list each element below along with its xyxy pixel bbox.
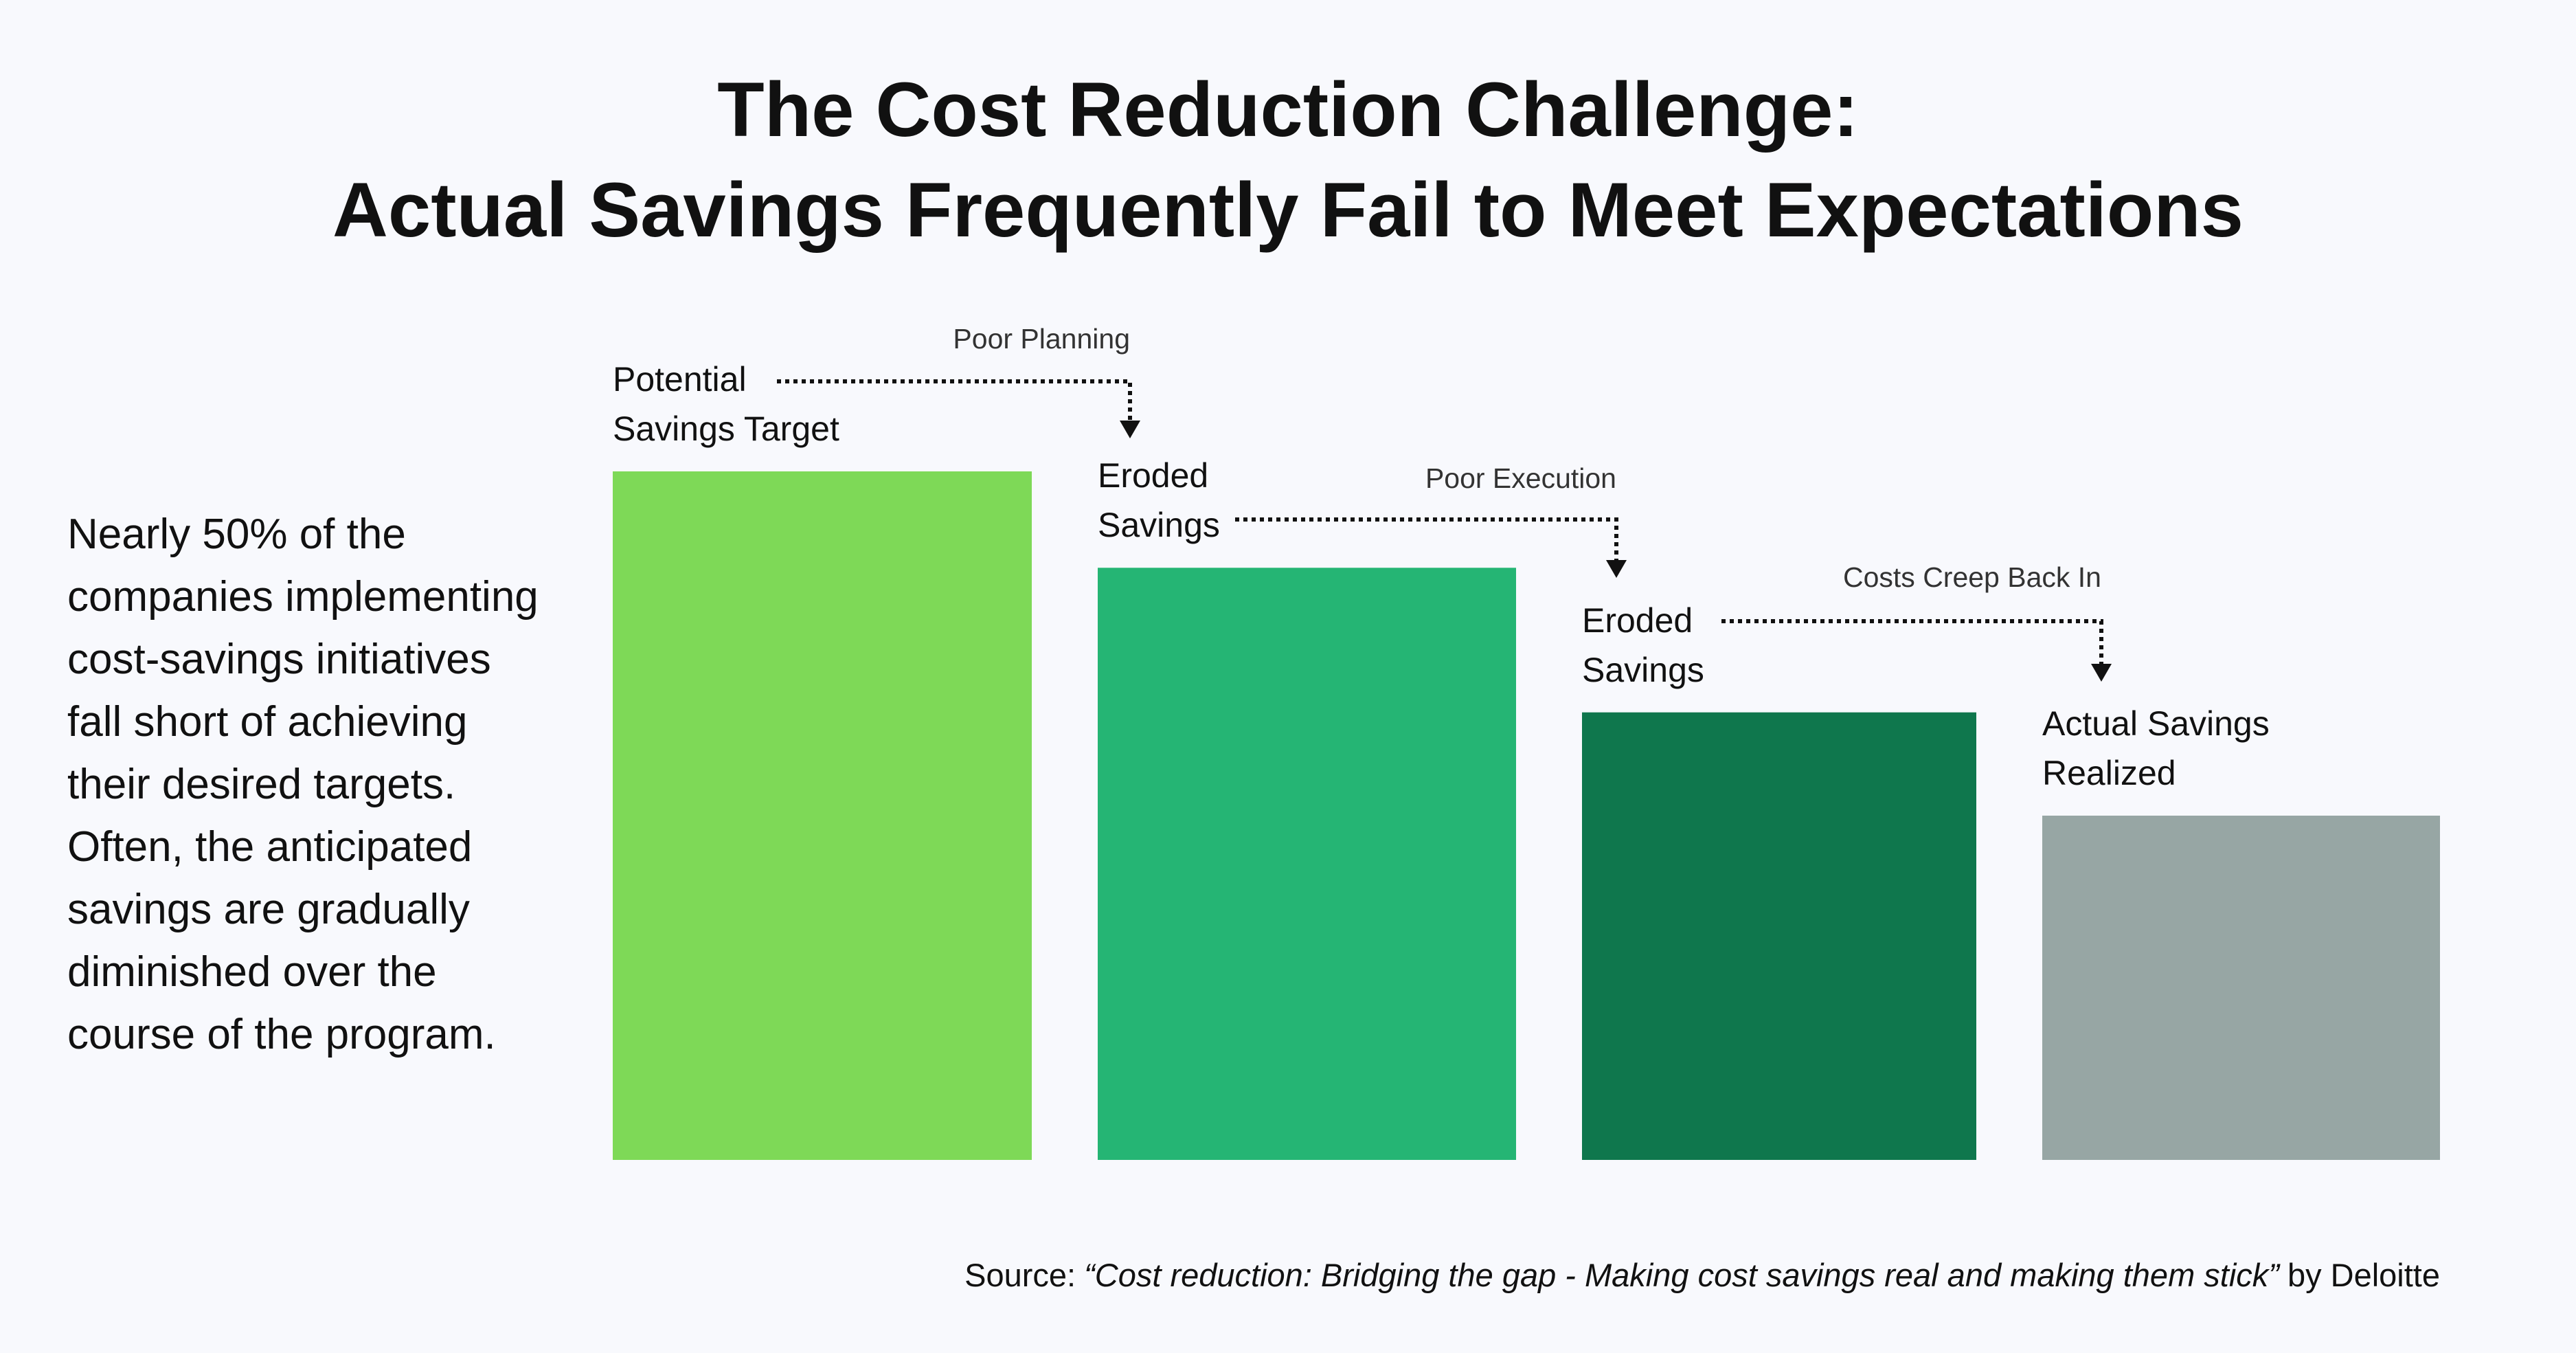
arrowhead — [1120, 421, 1140, 438]
source: Source: “Cost reduction: Bridging the gap… — [964, 1256, 2440, 1294]
bar — [1098, 568, 1516, 1160]
category-label: Potential Savings Target — [613, 360, 839, 448]
arrowhead — [1606, 560, 1627, 578]
annotation: Poor Execution — [1425, 462, 1616, 494]
annotation: Costs Creep Back In — [1843, 561, 2101, 593]
category-label: Eroded Savings — [1098, 456, 1220, 545]
arrow — [1235, 517, 1618, 560]
description: Nearly 50% of the companies implementing… — [67, 511, 539, 1058]
bar — [1582, 712, 1976, 1160]
arrowhead — [2091, 664, 2112, 682]
arrow — [777, 379, 1132, 421]
category-label: Actual Savings Realized — [2042, 704, 2270, 792]
category-label: Eroded Savings — [1582, 601, 1704, 689]
source-prefix: Source: — [964, 1257, 1076, 1293]
chart-subtitle: Actual Savings Frequently Fail to Meet E… — [332, 167, 2244, 253]
bar — [613, 471, 1032, 1160]
source-title: “Cost reduction: Bridging the gap - Maki… — [1084, 1257, 2279, 1293]
annotation: Poor Planning — [953, 323, 1130, 355]
arrow — [1721, 619, 2103, 664]
chart-title: The Cost Reduction Challenge: — [717, 67, 1859, 153]
source-suffix: by Deloitte — [2287, 1257, 2440, 1293]
bar — [2042, 816, 2440, 1160]
